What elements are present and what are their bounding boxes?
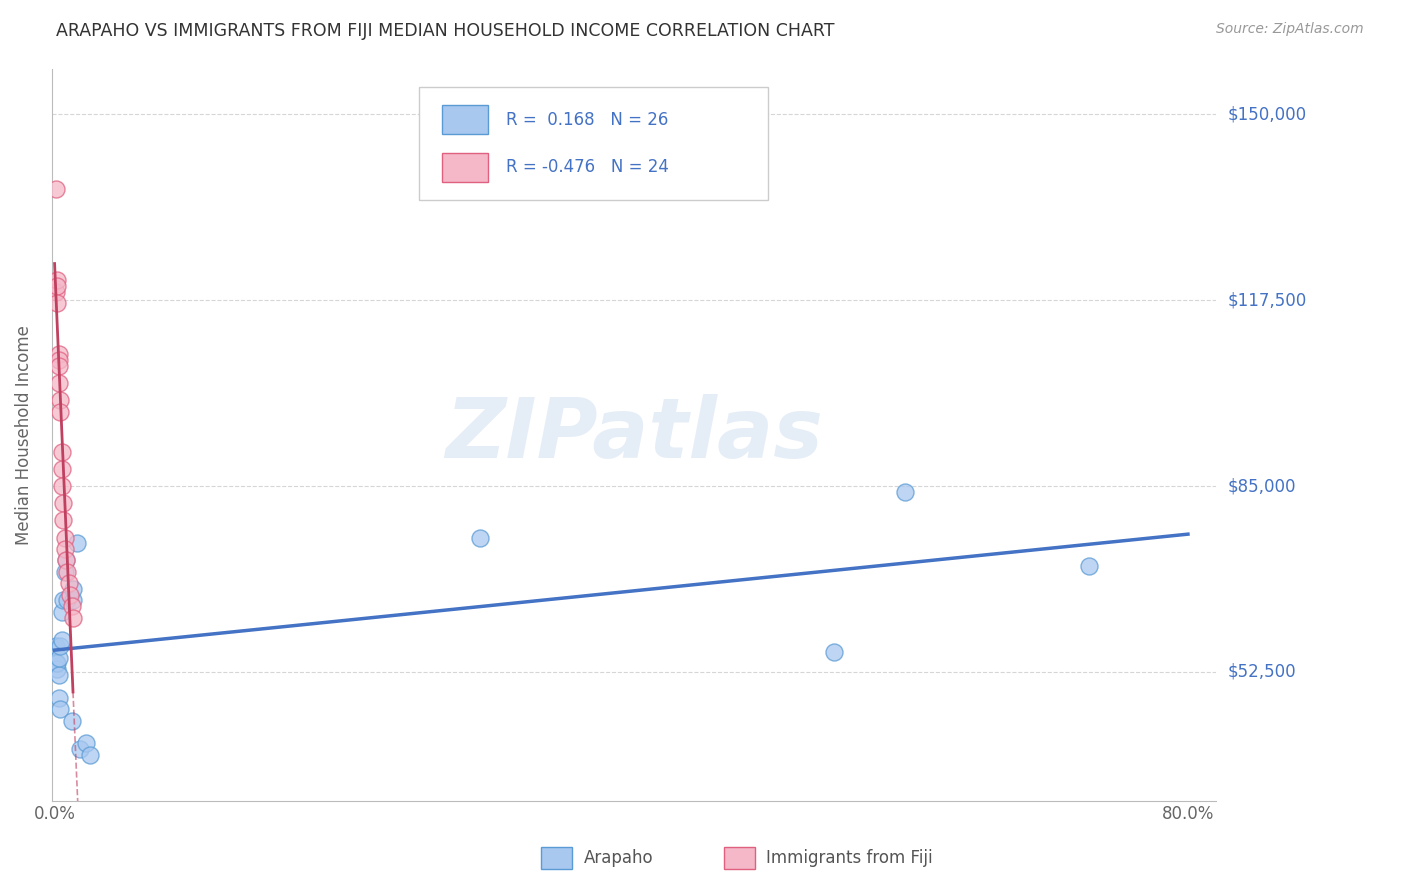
Point [48, 650, 70, 665]
Point [51, 605, 73, 619]
Text: $150,000: $150,000 [1227, 105, 1306, 123]
Point [56, 565, 79, 579]
Text: ZIPatlas: ZIPatlas [446, 394, 823, 475]
Point [51, 633, 73, 648]
Y-axis label: Median Household Income: Median Household Income [15, 325, 32, 544]
Point [62, 593, 84, 607]
Point [49, 405, 72, 419]
FancyBboxPatch shape [441, 153, 488, 182]
Point [53, 565, 76, 579]
Point [49, 639, 72, 653]
Point [51, 444, 73, 458]
Point [48, 667, 70, 681]
FancyBboxPatch shape [441, 105, 488, 135]
Point [49, 393, 72, 408]
Point [53, 541, 76, 556]
Text: R =  0.168   N = 26: R = 0.168 N = 26 [506, 111, 668, 128]
Point [48, 347, 70, 361]
Text: ARAPAHO VS IMMIGRANTS FROM FIJI MEDIAN HOUSEHOLD INCOME CORRELATION CHART: ARAPAHO VS IMMIGRANTS FROM FIJI MEDIAN H… [56, 22, 835, 40]
Point [66, 536, 89, 550]
Point [55, 553, 77, 567]
Point [49, 702, 72, 716]
Point [52, 496, 75, 510]
Point [60, 714, 83, 728]
Point [75, 736, 97, 750]
Point [52, 513, 75, 527]
Point [823, 645, 845, 659]
Point [60, 599, 83, 614]
Point [468, 531, 491, 545]
Point [48, 353, 70, 368]
Point [48, 690, 70, 705]
Point [56, 593, 79, 607]
FancyBboxPatch shape [419, 87, 768, 201]
Point [46, 296, 69, 310]
Point [48, 376, 70, 390]
Point [51, 462, 73, 476]
Point [53, 531, 76, 545]
Point [1077, 559, 1099, 574]
Point [45, 181, 67, 195]
Point [46, 273, 69, 287]
Text: Source: ZipAtlas.com: Source: ZipAtlas.com [1216, 22, 1364, 37]
Point [62, 610, 84, 624]
Point [62, 582, 84, 596]
Point [46, 657, 69, 671]
Point [45, 285, 67, 299]
Text: R = -0.476   N = 24: R = -0.476 N = 24 [506, 159, 669, 177]
Point [46, 662, 69, 676]
Point [46, 278, 69, 293]
Text: $52,500: $52,500 [1227, 663, 1296, 681]
Point [45, 657, 67, 671]
Text: $85,000: $85,000 [1227, 477, 1296, 495]
Point [79, 747, 101, 762]
Point [58, 576, 80, 591]
Point [55, 553, 77, 567]
Point [59, 588, 82, 602]
Text: $117,500: $117,500 [1227, 291, 1306, 310]
Point [69, 742, 91, 756]
Point [48, 359, 70, 373]
Point [51, 479, 73, 493]
Point [45, 639, 67, 653]
Text: Immigrants from Fiji: Immigrants from Fiji [766, 849, 934, 867]
Text: Arapaho: Arapaho [583, 849, 654, 867]
Point [52, 593, 75, 607]
Point [893, 484, 915, 499]
